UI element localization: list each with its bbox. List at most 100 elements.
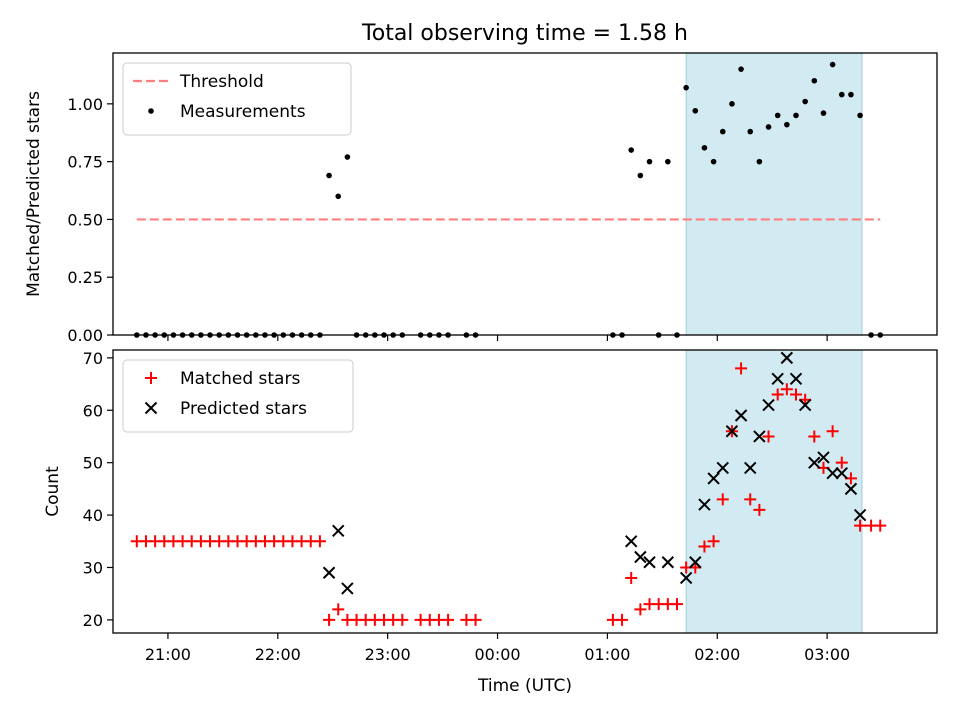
ratio-y-tick-label: 0.25 bbox=[67, 268, 103, 287]
ratio-point-dot bbox=[701, 144, 708, 151]
count-point-plus bbox=[616, 613, 629, 626]
ratio-y-tick-label: 0.00 bbox=[67, 326, 103, 345]
ratio-legend-box bbox=[122, 62, 352, 136]
count-point-x bbox=[853, 508, 867, 522]
count-x-tick-label: 21:00 bbox=[145, 645, 191, 664]
ratio-point-dot bbox=[692, 107, 699, 114]
count-point-x bbox=[744, 461, 757, 475]
count-y-axis-label: Count bbox=[43, 466, 63, 517]
count-point-plus bbox=[698, 540, 711, 553]
count-point-plus bbox=[313, 535, 326, 548]
count-x-tick-label: 02:00 bbox=[694, 645, 740, 664]
count-y-tick-label: 40 bbox=[83, 506, 103, 525]
ratio-point-dot bbox=[683, 84, 689, 91]
count-point-plus bbox=[826, 425, 839, 438]
count-y-tick-label: 60 bbox=[83, 401, 103, 420]
count-point-x bbox=[844, 482, 858, 496]
count-point-x bbox=[771, 372, 784, 386]
ratio-point-dot bbox=[665, 158, 671, 165]
count-legend: Matched stars Predicted stars bbox=[122, 359, 354, 433]
count-point-plus bbox=[323, 613, 336, 626]
count-point-plus bbox=[625, 571, 638, 584]
ratio-point-dot bbox=[857, 112, 863, 119]
ratio-point-dot bbox=[719, 128, 726, 135]
ratio-point-dot bbox=[765, 124, 772, 130]
count-point-x bbox=[734, 409, 748, 422]
legend-label: Measurements bbox=[180, 102, 306, 122]
ratio-point-dot bbox=[811, 77, 818, 84]
count-point-x bbox=[698, 498, 711, 511]
count-panel: 20 30 40 50 60 70 21:00 22:00 23:00 00:00 01:00 02… bbox=[43, 349, 938, 696]
count-y-tick-label: 30 bbox=[83, 558, 103, 577]
count-point-plus bbox=[808, 430, 821, 443]
count-point-x bbox=[332, 524, 345, 538]
count-legend-box bbox=[122, 359, 354, 433]
count-point-x bbox=[707, 472, 720, 485]
count-x-tick-label: 22:00 bbox=[255, 645, 301, 664]
ratio-point-dot bbox=[628, 147, 635, 153]
ratio-shaded-region bbox=[686, 53, 862, 335]
ratio-y-tick-label: 0.75 bbox=[67, 153, 103, 172]
ratio-point-dot bbox=[838, 91, 845, 98]
count-x-tick-label: 01:00 bbox=[584, 645, 630, 664]
count-point-x bbox=[634, 550, 647, 564]
ratio-point-dot bbox=[784, 121, 790, 128]
count-point-plus bbox=[670, 598, 683, 611]
count-point-plus bbox=[835, 456, 848, 469]
count-point-x bbox=[826, 466, 839, 480]
legend-plus-swatch bbox=[145, 372, 157, 384]
ratio-point-dot bbox=[747, 128, 754, 135]
count-x-axis-label: Time (UTC) bbox=[477, 676, 572, 696]
count-y-tick-label: 20 bbox=[83, 611, 103, 630]
count-point-plus bbox=[744, 493, 757, 506]
count-y-tick-label: 50 bbox=[83, 454, 103, 473]
legend-label: Matched stars bbox=[180, 369, 300, 389]
count-point-plus bbox=[780, 383, 793, 396]
count-point-plus bbox=[753, 503, 766, 516]
count-point-plus bbox=[332, 603, 345, 616]
count-point-x bbox=[716, 461, 729, 475]
ratio-point-dot bbox=[756, 158, 763, 165]
count-shaded-region bbox=[686, 350, 862, 633]
count-point-x bbox=[689, 556, 702, 569]
ratio-axes-frame bbox=[112, 52, 938, 336]
ratio-point-dot bbox=[326, 172, 332, 179]
count-point-plus bbox=[874, 519, 887, 532]
count-point-x bbox=[753, 430, 766, 443]
legend-dot-swatch bbox=[148, 108, 154, 114]
ratio-point-dot bbox=[637, 172, 644, 179]
count-point-plus bbox=[762, 430, 775, 443]
ratio-point-dot bbox=[335, 193, 342, 200]
ratio-point-dot bbox=[820, 110, 827, 116]
count-point-x bbox=[817, 451, 830, 464]
count-point-x bbox=[341, 582, 354, 595]
chart-title: Total observing time = 1.58 h bbox=[361, 21, 688, 46]
ratio-panel: 0.00 0.25 0.50 0.75 1.00 Matched/Predicted s… bbox=[24, 52, 938, 345]
count-point-plus bbox=[716, 493, 729, 506]
legend-label: Predicted stars bbox=[180, 399, 307, 419]
count-x-tick-label: 00:00 bbox=[474, 645, 520, 664]
count-point-plus bbox=[771, 388, 784, 401]
ratio-point-dot bbox=[646, 158, 653, 165]
count-point-x bbox=[624, 535, 638, 548]
ratio-point-dot bbox=[848, 91, 854, 98]
count-point-x bbox=[780, 351, 794, 365]
ratio-y-axis-label: Matched/Predicted stars bbox=[24, 91, 44, 297]
ratio-point-dot bbox=[729, 101, 735, 107]
count-point-x bbox=[835, 466, 848, 480]
count-point-plus bbox=[396, 613, 409, 626]
count-point-plus bbox=[634, 603, 647, 616]
count-point-x bbox=[808, 456, 821, 469]
ratio-point-dot bbox=[710, 158, 717, 165]
ratio-y-tick-label: 0.50 bbox=[67, 210, 103, 229]
ratio-point-dot bbox=[829, 61, 836, 68]
legend-label: Threshold bbox=[179, 72, 264, 92]
count-point-x bbox=[322, 566, 336, 579]
count-point-plus bbox=[442, 613, 455, 626]
count-point-x bbox=[643, 556, 656, 569]
ratio-y-tick-label: 1.00 bbox=[67, 95, 103, 114]
count-point-plus bbox=[735, 362, 748, 375]
count-y-tick-label: 70 bbox=[83, 349, 103, 368]
ratio-point-dot bbox=[774, 112, 781, 119]
